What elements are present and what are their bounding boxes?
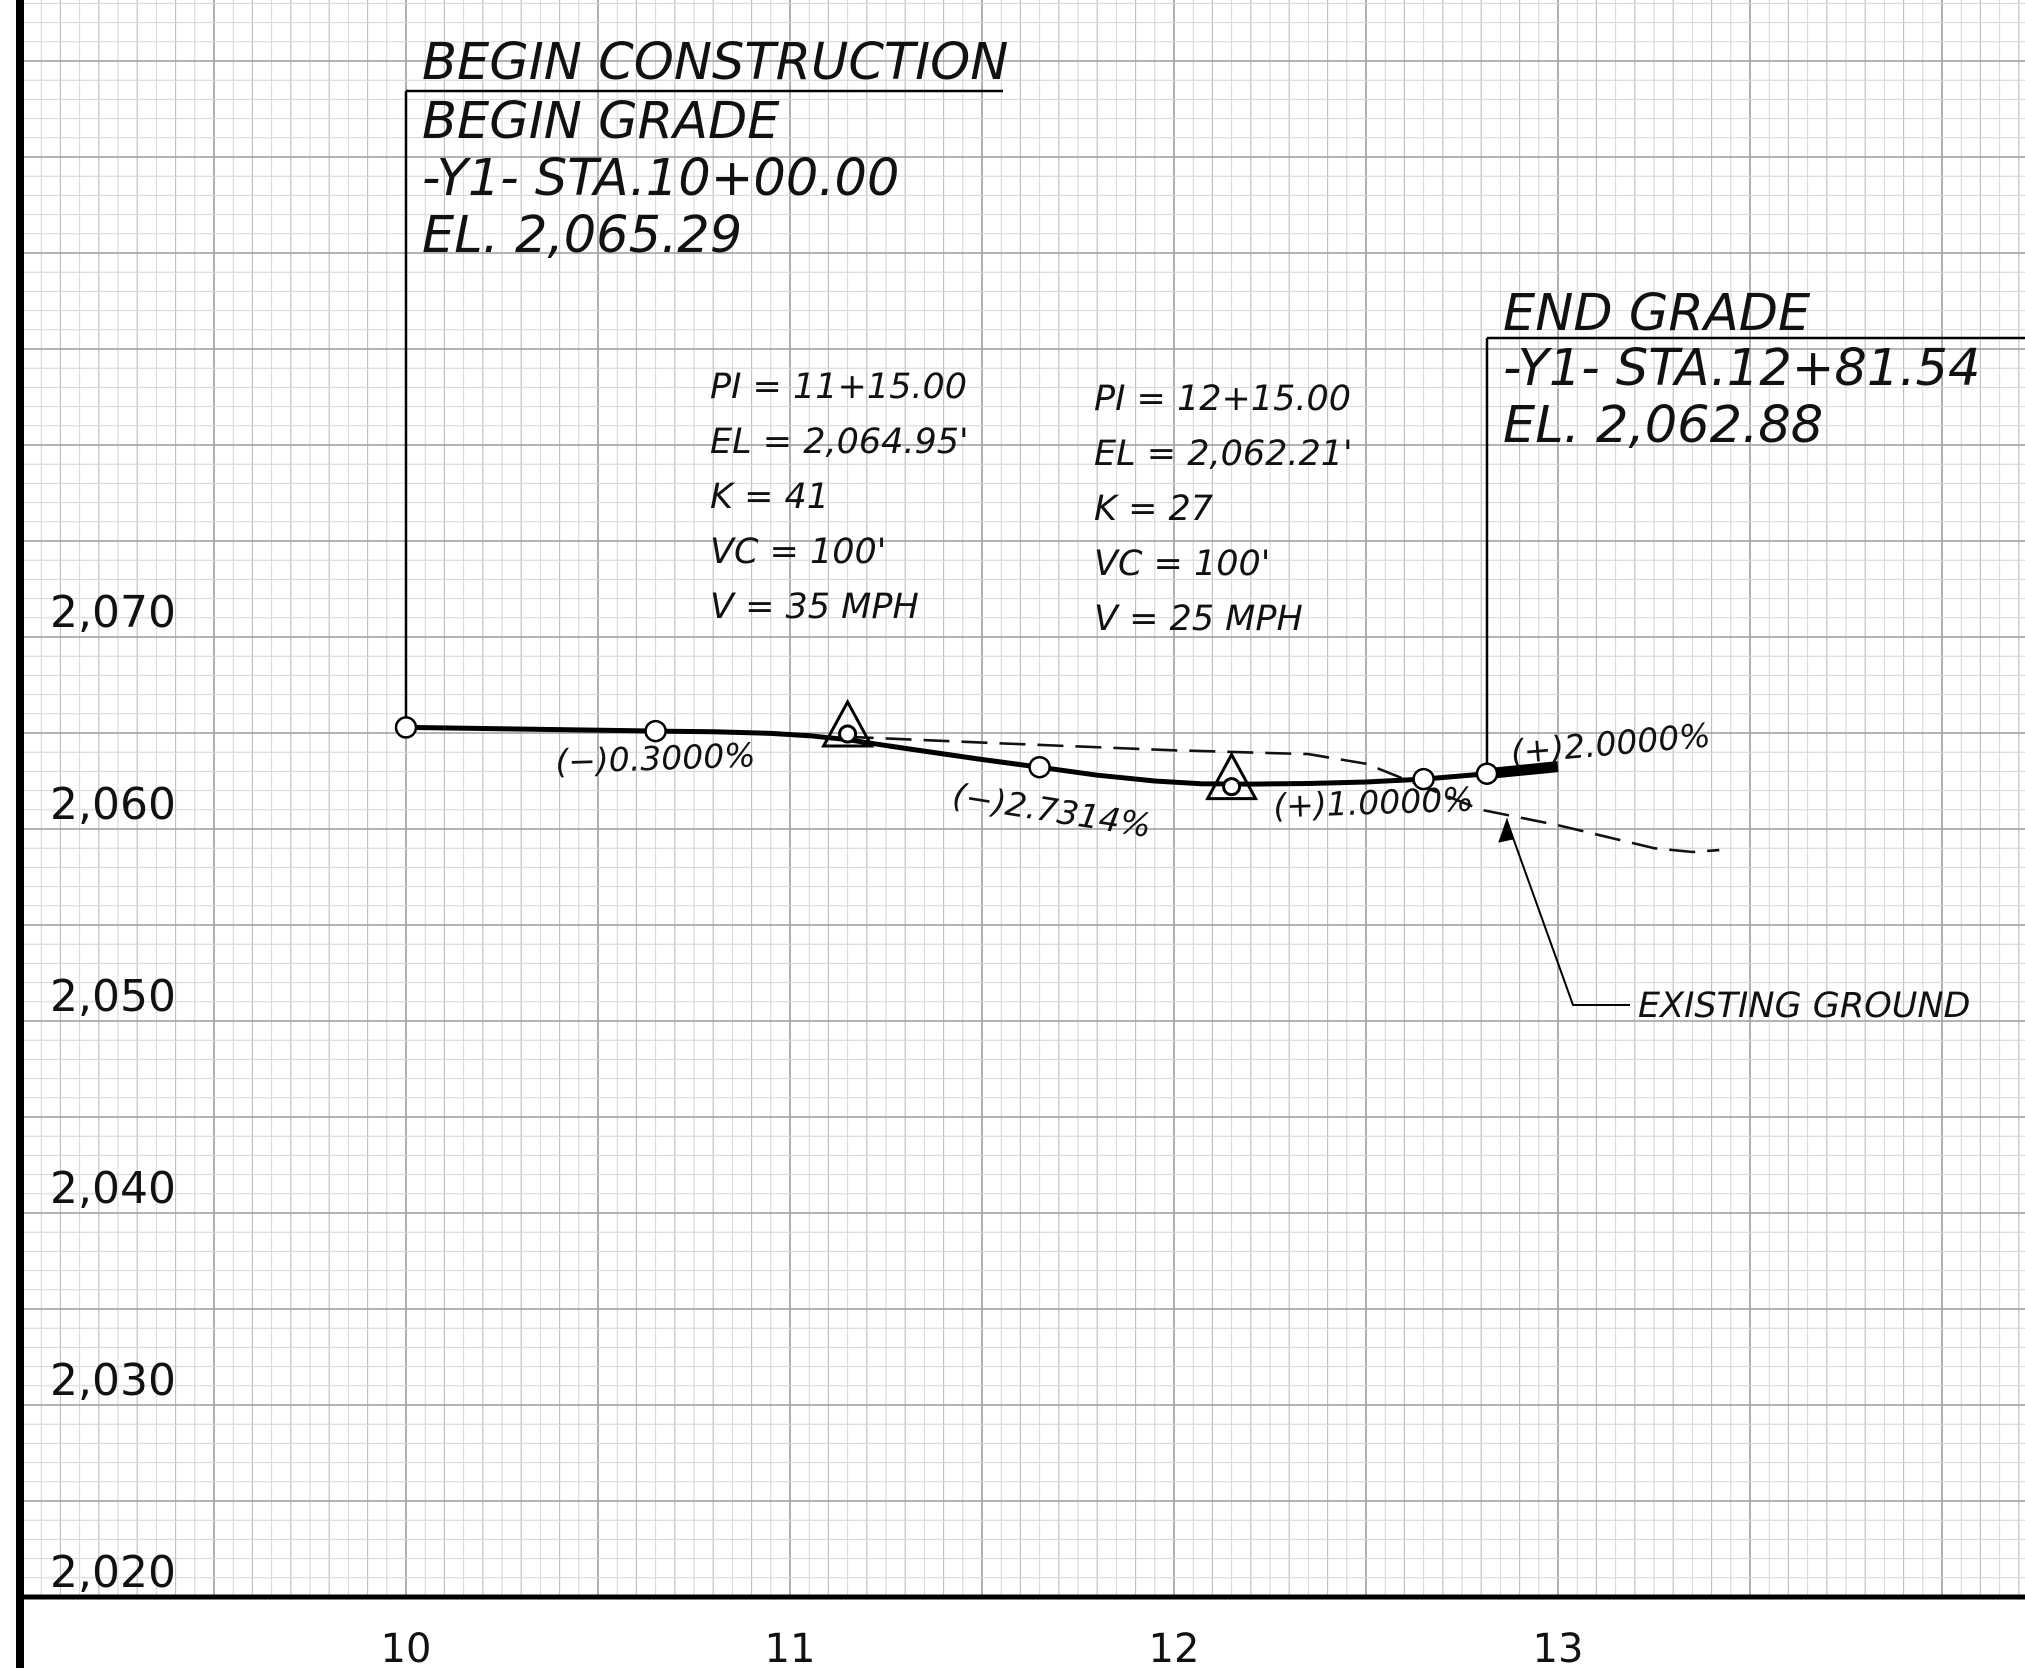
x-tick-label: 10	[381, 1626, 432, 1668]
existing-ground-label: EXISTING GROUND	[1638, 986, 1971, 1026]
pvi-circle-marker	[838, 724, 858, 744]
x-tick-label: 13	[1533, 1626, 1584, 1668]
y-tick-label: 2,030	[50, 1355, 176, 1406]
grade-extension-segment	[1486, 761, 1559, 780]
grid	[20, 0, 2025, 1598]
x-tick-label: 11	[765, 1626, 816, 1668]
end-callout-text: EL. 2,062.88	[1503, 396, 1823, 455]
curve-data-text: VC = 100'	[1094, 544, 1270, 584]
control-point-circle	[394, 716, 418, 739]
control-point-circle	[644, 719, 667, 743]
end-callout-text: END GRADE	[1503, 284, 1811, 343]
begin-callout-text: BEGIN GRADE	[422, 92, 780, 151]
pvi-circle-marker	[1222, 777, 1242, 797]
existing-ground-leader-line	[1506, 820, 1630, 1006]
curve-data-text: PI = 12+15.00	[1094, 379, 1351, 419]
control-point-circle	[1412, 767, 1435, 791]
y-tick-label: 2,050	[50, 971, 176, 1022]
control-point-circle	[1028, 755, 1051, 779]
pvi-triangle-marker	[1205, 751, 1259, 801]
y-tick-label: 2,040	[50, 1163, 176, 1214]
curve-data-text: EL = 2,062.21'	[1094, 434, 1353, 474]
curve-data-text: K = 41	[710, 477, 829, 517]
y-tick-label: 2,020	[50, 1547, 176, 1598]
tick-labels: 10 11 12 13 2,070 2,060 2,050 2,040 2,030 2,020	[50, 587, 1583, 1668]
grade-label: (+)1.0000%	[1273, 780, 1474, 826]
curve-data-text: K = 27	[1094, 489, 1213, 529]
axes	[16, 0, 2025, 1668]
curve-data-text: V = 25 MPH	[1094, 599, 1303, 639]
begin-callout-text: EL. 2,065.29	[422, 206, 742, 265]
curve-data-text: PI = 11+15.00	[710, 367, 967, 407]
begin-callout-text: -Y1- STA.10+00.00	[422, 149, 899, 208]
curve-data-text: VC = 100'	[710, 532, 886, 572]
x-tick-label: 12	[1149, 1626, 1200, 1668]
leader-arrow-head	[1498, 817, 1514, 843]
y-tick-label: 2,060	[50, 779, 176, 830]
end-callout-text: -Y1- STA.12+81.54	[1503, 339, 1980, 398]
begin-callout-text: BEGIN CONSTRUCTION	[422, 33, 1008, 92]
control-point-circle	[1475, 762, 1499, 785]
grade-label: (−)0.3000%	[555, 735, 756, 781]
y-tick-label: 2,070	[50, 587, 176, 638]
curve-data-text: EL = 2,064.95'	[710, 422, 969, 462]
pvi-triangle-marker	[821, 698, 875, 748]
curve-data-text: V = 35 MPH	[710, 587, 919, 627]
